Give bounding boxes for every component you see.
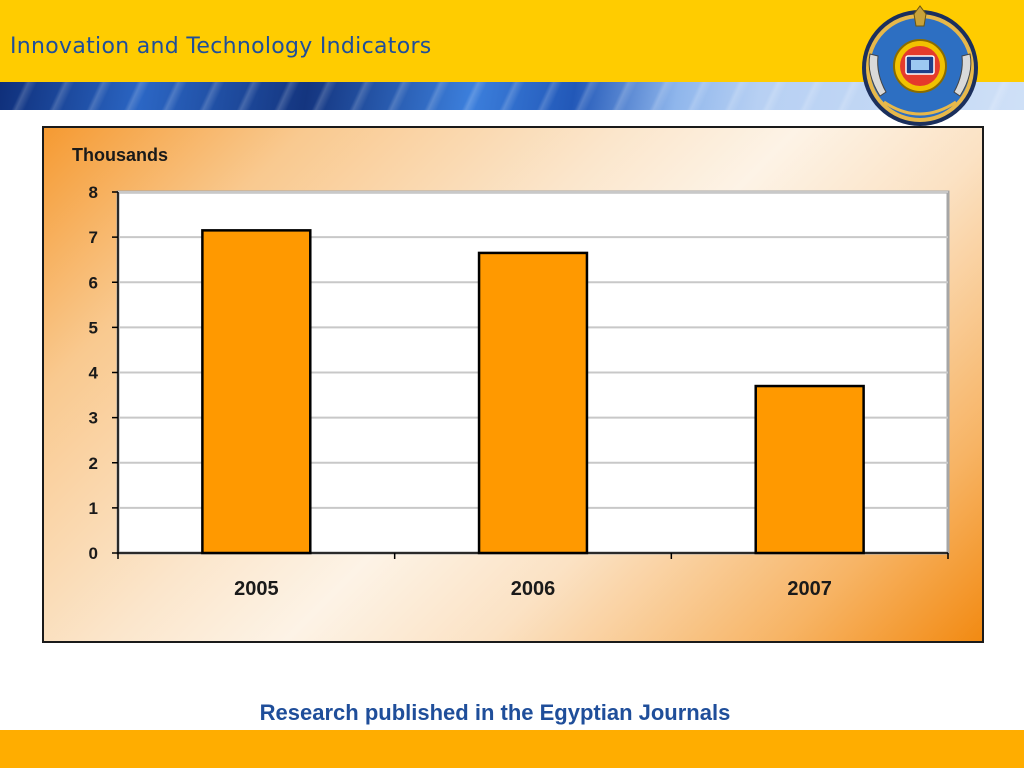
footer-bar (0, 730, 1024, 768)
y-tick-label: 6 (89, 273, 98, 292)
slide-title: Innovation and Technology Indicators (10, 34, 432, 59)
chart-panel: 0 1 2 3 4 5 6 7 8 2005 2006 2007 Thousands (42, 126, 984, 643)
y-tick-label: 1 (89, 499, 98, 518)
bar-2007 (754, 384, 865, 555)
x-tick-label: 2006 (511, 578, 556, 600)
x-tick-label: 2007 (787, 578, 832, 600)
y-tick-label: 7 (89, 228, 98, 247)
y-tick-label: 8 (89, 183, 98, 202)
y-tick-label: 5 (89, 318, 98, 337)
header-bar: Innovation and Technology Indicators (0, 0, 1024, 82)
x-tick-label: 2005 (234, 578, 279, 600)
emblem-seal-icon (856, 4, 984, 128)
bar-2006 (477, 251, 589, 555)
y-axis-label: Thousands (72, 145, 168, 165)
bar-chart: 0 1 2 3 4 5 6 7 8 2005 2006 2007 Thousands (72, 145, 950, 600)
header-accent-band (0, 82, 1024, 110)
y-tick-label: 0 (89, 544, 98, 563)
bar-2005 (201, 229, 312, 555)
y-tick-label: 3 (89, 409, 98, 428)
slide-caption: Research published in the Egyptian Journ… (259, 700, 731, 725)
y-tick-label: 2 (89, 454, 98, 473)
y-tick-label: 4 (89, 364, 99, 383)
